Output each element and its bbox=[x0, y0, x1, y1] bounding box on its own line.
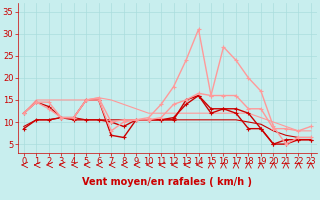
X-axis label: Vent moyen/en rafales ( km/h ): Vent moyen/en rafales ( km/h ) bbox=[82, 177, 252, 187]
